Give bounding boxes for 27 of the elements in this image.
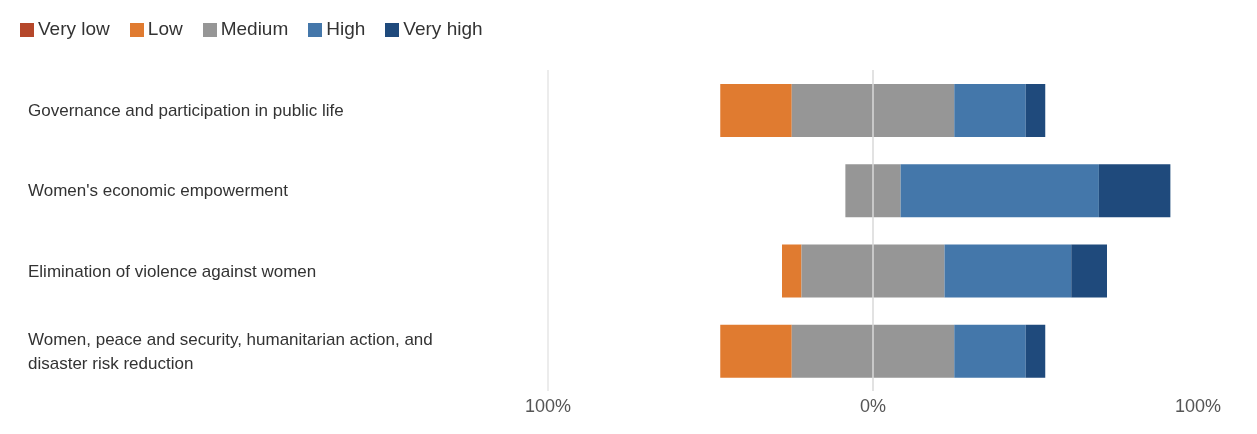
x-tick-label: 100% — [1174, 395, 1222, 416]
x-tick-label: 100% — [524, 395, 572, 416]
bar — [782, 244, 802, 298]
bar — [801, 244, 945, 298]
legend-label: Very high — [403, 18, 483, 39]
bar — [791, 324, 955, 378]
y-tick-label: Governance and participation in public life — [28, 100, 344, 120]
x-tick-label: 0% — [859, 395, 887, 416]
legend-label: High — [326, 18, 366, 39]
bar — [845, 164, 901, 218]
bar — [954, 324, 1026, 378]
bar — [791, 84, 955, 137]
bar — [1098, 164, 1171, 218]
y-tick-label: Elimination of violence against women — [28, 261, 317, 281]
bar — [954, 84, 1026, 137]
bar — [900, 164, 1099, 218]
bar — [1025, 84, 1046, 137]
bar — [1025, 324, 1046, 378]
bar — [720, 84, 792, 137]
bar — [1071, 244, 1107, 298]
bar — [720, 324, 792, 378]
bar — [944, 244, 1072, 298]
legend-label: Very low — [38, 18, 110, 39]
legend-label: Low — [147, 18, 183, 39]
legend-label: Medium — [220, 18, 289, 39]
y-tick-label: Women, peace and security, humanitarian action, and disaster risk reduction — [28, 329, 433, 373]
y-tick-label: Women's economic empowerment — [28, 180, 289, 200]
